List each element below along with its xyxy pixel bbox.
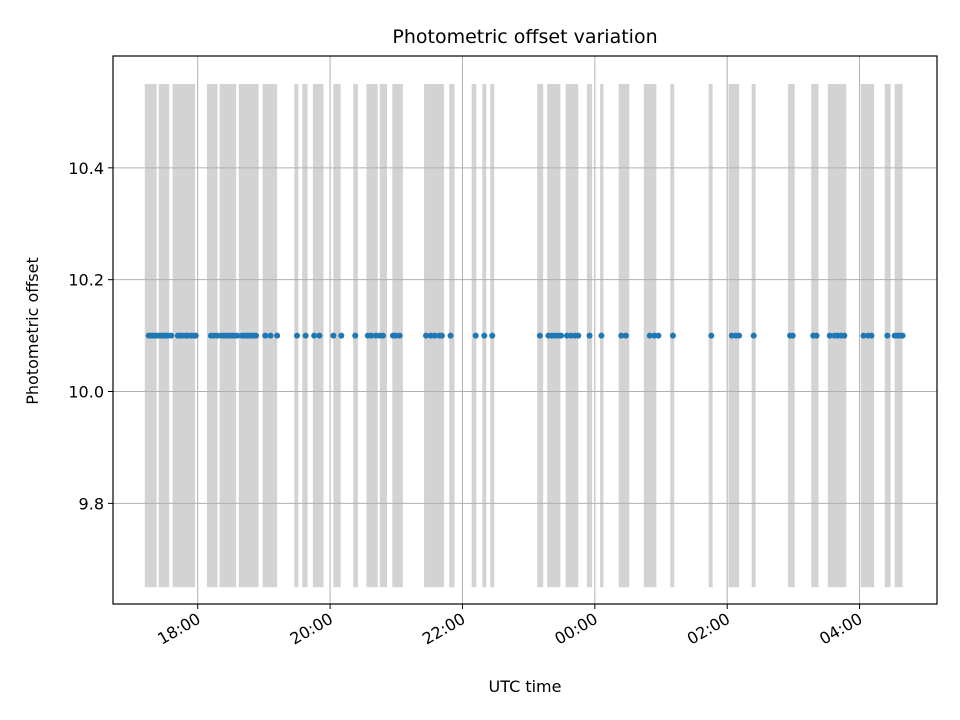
data-point bbox=[481, 332, 488, 339]
data-series bbox=[145, 332, 906, 339]
data-point bbox=[669, 332, 676, 339]
data-point bbox=[868, 332, 875, 339]
data-point bbox=[489, 332, 496, 339]
data-point bbox=[423, 332, 430, 339]
data-point bbox=[380, 332, 387, 339]
data-point bbox=[813, 332, 820, 339]
data-point bbox=[618, 332, 625, 339]
data-point bbox=[884, 332, 891, 339]
plot-frame bbox=[112, 55, 938, 605]
data-point bbox=[472, 332, 479, 339]
shaded-band bbox=[333, 83, 341, 588]
data-point bbox=[750, 332, 757, 339]
data-point bbox=[338, 332, 345, 339]
y-tick-label: 10.2 bbox=[68, 271, 104, 290]
data-point bbox=[708, 332, 715, 339]
data-point bbox=[252, 332, 259, 339]
data-point bbox=[431, 332, 438, 339]
data-point bbox=[368, 332, 375, 339]
data-point bbox=[352, 332, 359, 339]
chart-title: Photometric offset variation bbox=[392, 26, 657, 48]
data-point bbox=[655, 332, 662, 339]
data-point bbox=[438, 332, 445, 339]
data-point bbox=[622, 332, 629, 339]
data-point bbox=[736, 332, 743, 339]
data-point bbox=[168, 332, 175, 339]
data-point bbox=[267, 332, 274, 339]
data-point bbox=[192, 332, 199, 339]
data-point bbox=[789, 332, 796, 339]
data-point bbox=[330, 332, 337, 339]
y-tick-label: 10.4 bbox=[68, 159, 104, 178]
data-point bbox=[646, 332, 653, 339]
data-point bbox=[293, 332, 300, 339]
data-point bbox=[586, 332, 593, 339]
y-tick-label: 10.0 bbox=[68, 383, 104, 402]
x-axis-title: UTC time bbox=[489, 677, 562, 696]
data-point bbox=[575, 332, 582, 339]
data-point bbox=[860, 332, 867, 339]
data-point bbox=[274, 332, 281, 339]
data-point bbox=[396, 332, 403, 339]
data-point bbox=[316, 332, 323, 339]
data-point bbox=[899, 332, 906, 339]
y-tick-label: 9.8 bbox=[79, 494, 104, 513]
y-axis: 9.8 10.0 10.2 10.4 bbox=[68, 159, 113, 513]
data-point bbox=[302, 332, 309, 339]
data-point bbox=[598, 332, 605, 339]
y-axis-title: Photometric offset bbox=[23, 257, 42, 405]
data-point bbox=[536, 332, 543, 339]
data-point bbox=[841, 332, 848, 339]
data-point bbox=[447, 332, 454, 339]
data-point bbox=[311, 332, 318, 339]
data-point bbox=[826, 332, 833, 339]
data-point bbox=[262, 332, 269, 339]
grid bbox=[113, 56, 937, 604]
data-point bbox=[234, 332, 241, 339]
data-point bbox=[558, 332, 565, 339]
